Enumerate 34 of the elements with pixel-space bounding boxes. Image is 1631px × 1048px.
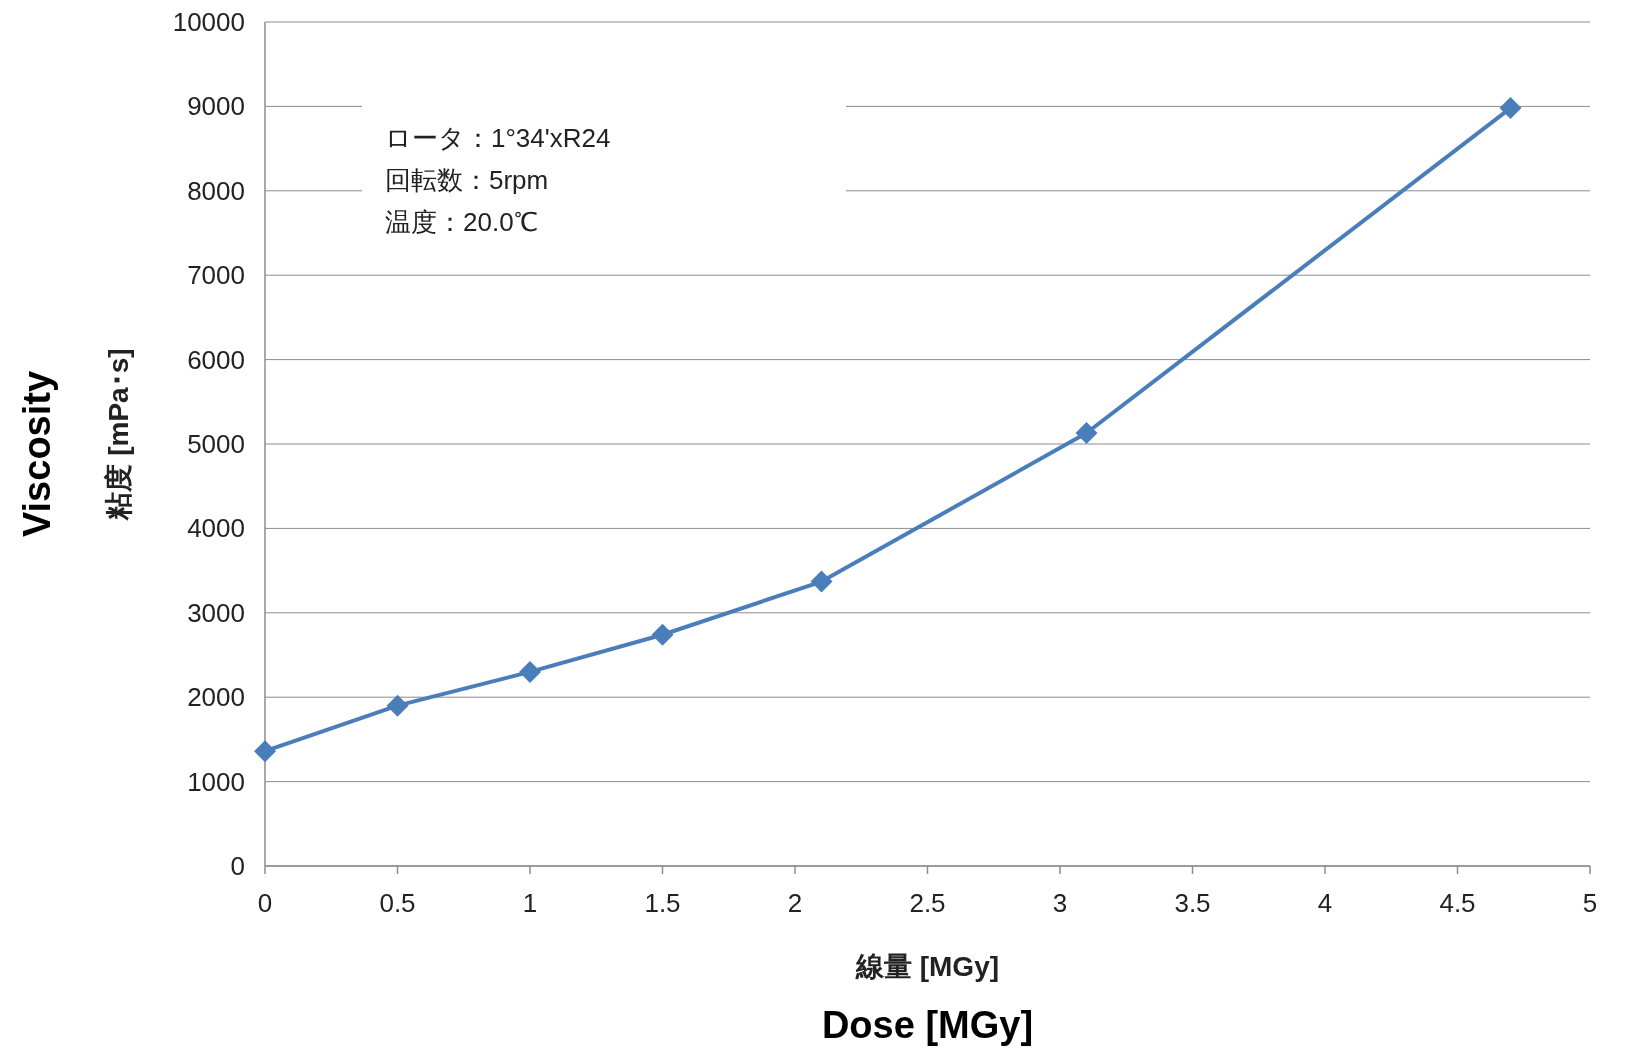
point: [1075, 422, 1098, 445]
annotation: 温度：20.0℃: [385, 207, 538, 237]
x-tick-label: 5: [1582, 888, 1598, 918]
y-tick-label: 2000: [187, 682, 245, 713]
y-tick-label: 0: [230, 851, 245, 881]
point: [810, 570, 833, 593]
x-tick-label: 2.5: [909, 888, 946, 918]
y-tick-label: 7000: [187, 260, 245, 291]
point: [651, 623, 674, 646]
point: [386, 694, 409, 717]
x-tick-label: 1.5: [644, 888, 681, 918]
x-tick-label: 0: [257, 888, 273, 918]
point: [1499, 97, 1522, 120]
x-axis-title: 線量 [MGy] Dose [MGy]: [821, 951, 1034, 1046]
x-tick-label: 3.5: [1174, 888, 1211, 918]
y-tick-label: 3000: [187, 597, 245, 628]
y-tick-label: 1000: [187, 766, 245, 797]
point: [519, 660, 541, 683]
y-axis-title: Viscosity 粘度 [mPa･s]: [16, 348, 134, 538]
x-tick-label: 1: [522, 888, 538, 918]
annotation: 回転数：5rpm: [385, 165, 549, 195]
y-tick-label: 10000: [172, 7, 245, 37]
point: [254, 740, 276, 763]
x-tick-label: 2: [787, 888, 803, 918]
x-tick-label: 4.5: [1439, 888, 1476, 918]
y-tick-label: 6000: [187, 344, 245, 375]
y-tick-label: 5000: [187, 429, 245, 459]
annotation: ロータ：1°34'xR24: [385, 123, 611, 153]
x-tick-label: 4: [1317, 888, 1333, 918]
y-tick-label: 9000: [187, 91, 245, 122]
x-tick-label: 3: [1052, 888, 1068, 918]
y-tick-label: 8000: [187, 175, 245, 206]
y-tick-label: 4000: [187, 513, 245, 544]
x-tick-label: 0.5: [379, 888, 416, 918]
